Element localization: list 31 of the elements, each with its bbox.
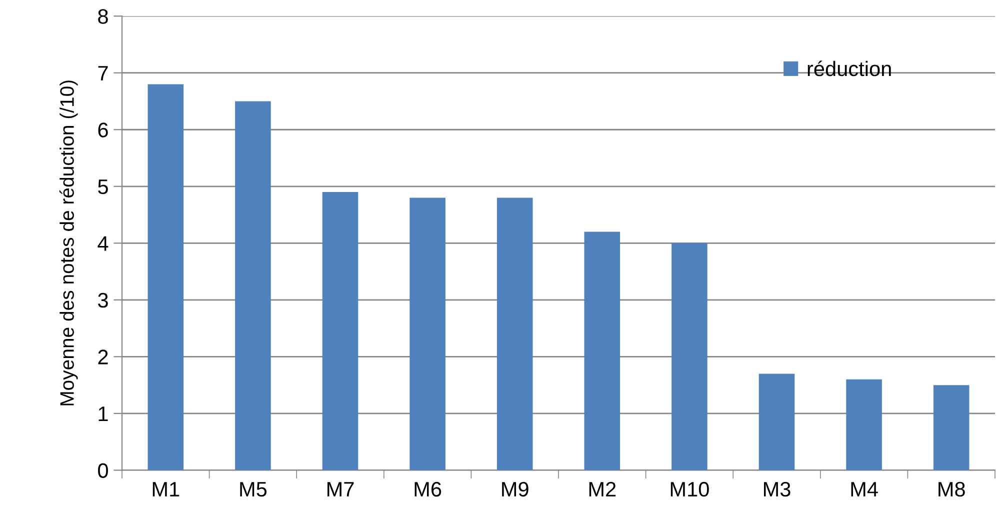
y-axis-title: Moyenne des notes de réduction (/10) — [59, 80, 78, 406]
y-tick-label: 3 — [98, 292, 108, 308]
y-tick-label: 8 — [98, 9, 108, 24]
x-tick-label: M7 — [327, 482, 354, 496]
bar — [235, 101, 271, 470]
x-tick-label: M4 — [851, 482, 878, 496]
x-tick-label: M8 — [938, 482, 965, 497]
y-tick-label: 6 — [98, 122, 108, 138]
bar — [933, 385, 970, 470]
x-tick-label: M5 — [240, 482, 267, 497]
y-tick-label: 0 — [98, 463, 108, 478]
y-tick-label: 7 — [98, 66, 108, 80]
x-tick-label: M2 — [589, 482, 616, 496]
bar — [672, 243, 708, 470]
bar — [584, 232, 620, 470]
x-tick-label: M1 — [152, 482, 180, 496]
bar — [846, 379, 882, 470]
bar — [410, 198, 446, 470]
x-tick-label: M6 — [414, 482, 442, 497]
x-tick-label: M3 — [764, 482, 790, 497]
legend-label: réduction — [808, 60, 891, 76]
bar — [496, 198, 533, 470]
x-tick-label: M10 — [670, 482, 709, 497]
bar — [322, 192, 358, 470]
bar — [758, 374, 795, 470]
y-tick-label: 5 — [98, 180, 108, 194]
x-tick-label: M9 — [502, 482, 528, 497]
bar — [148, 84, 184, 470]
y-tick-label: 2 — [98, 350, 108, 364]
y-tick-label: 1 — [98, 406, 108, 421]
y-tick-label: 4 — [98, 236, 108, 251]
